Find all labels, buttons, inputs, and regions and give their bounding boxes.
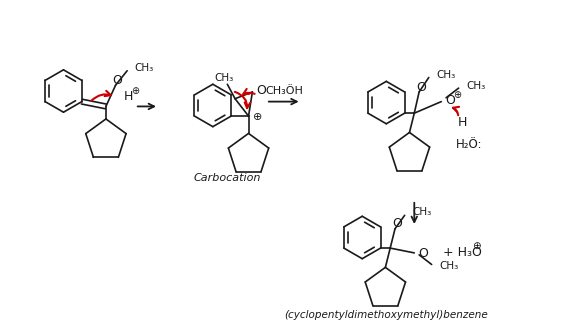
Text: ⊕: ⊕: [453, 90, 461, 100]
Text: ⊕: ⊕: [472, 241, 481, 251]
Text: O: O: [416, 81, 426, 94]
Text: CH₃: CH₃: [467, 81, 486, 91]
Text: O: O: [256, 84, 266, 97]
Text: H: H: [123, 90, 132, 103]
Text: O: O: [112, 74, 123, 87]
Text: O: O: [392, 218, 402, 230]
Text: H₂Ö:: H₂Ö:: [456, 139, 482, 151]
Text: + H₃O: + H₃O: [443, 246, 482, 260]
Text: (cyclopentyldimethoxymethyl)benzene: (cyclopentyldimethoxymethyl)benzene: [285, 309, 488, 320]
Text: CH₃: CH₃: [439, 261, 458, 271]
Text: CH₃: CH₃: [215, 74, 234, 84]
Text: O: O: [445, 94, 455, 107]
Text: CH₃ÖH: CH₃ÖH: [266, 86, 303, 96]
Text: Carbocation: Carbocation: [194, 173, 261, 183]
Text: ⊕: ⊕: [131, 86, 139, 96]
Text: ⊕: ⊕: [253, 112, 263, 122]
Text: H: H: [458, 116, 467, 129]
Text: O: O: [418, 247, 428, 260]
Text: CH₃: CH₃: [135, 63, 154, 73]
Text: CH₃: CH₃: [412, 207, 431, 217]
Text: CH₃: CH₃: [437, 70, 456, 80]
